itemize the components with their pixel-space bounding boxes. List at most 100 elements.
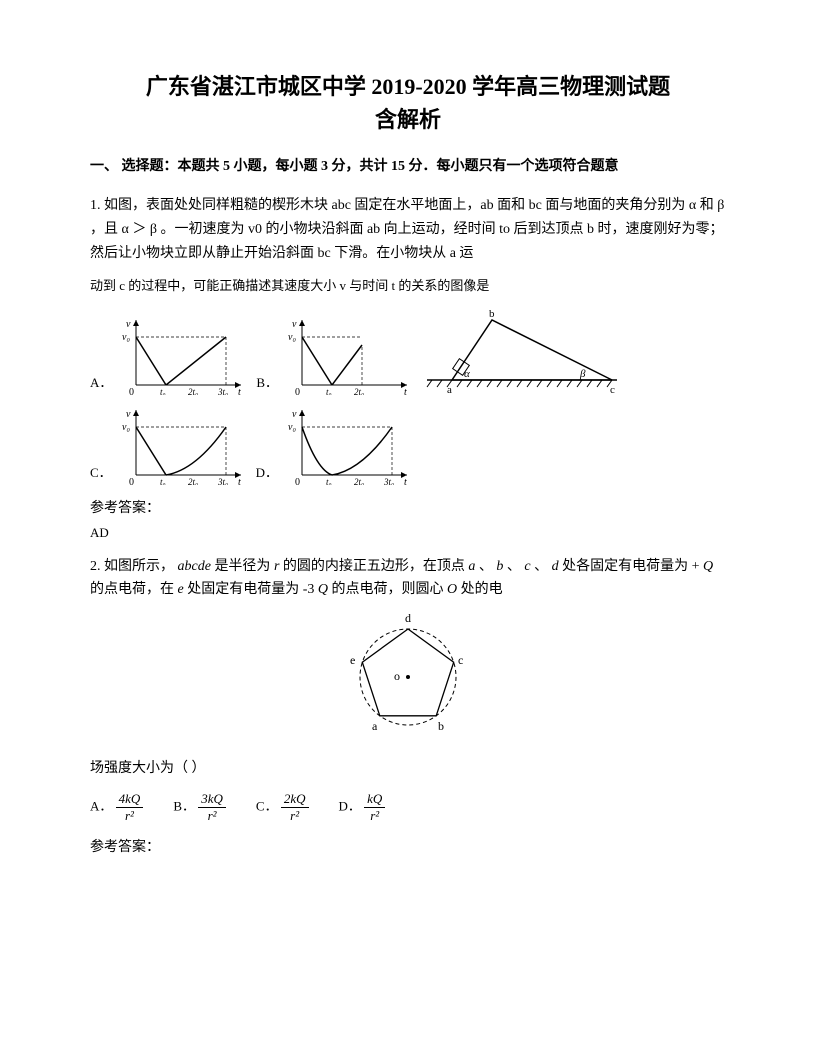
axis-t-B: t [404, 387, 407, 395]
axis-t-C: t [238, 477, 241, 485]
tick-3t0-D: 3t₀ [383, 477, 394, 485]
svg-text:0: 0 [129, 387, 134, 395]
document-title: 广东省湛江市城区中学 2019-2020 学年高三物理测试题 含解析 [90, 70, 726, 136]
q2-line2: 场强度大小为（ ） [90, 757, 726, 781]
pentagon-diagram-wrap: d c b a e o [90, 612, 726, 747]
tick-2t0-A: 2t₀ [188, 387, 198, 395]
graph-D-block: D． v v₀ t 0 t₀ 2t₀ 3t₀ [256, 405, 412, 485]
q2-options: A． 4kQr² B． 3kQr² C． 2kQr² D． kQr² [90, 791, 726, 824]
graph-A-label: A． [90, 372, 112, 395]
wedge-diagram: a b c α β [422, 305, 622, 395]
question-1-text: 1. 如图，表面处处同样粗糙的楔形木块 abc 固定在水平地面上，ab 面和 b… [90, 194, 726, 265]
question-1-continuation: 动到 c 的过程中，可能正确描述其速度大小 v 与时间 t 的关系的图像是 [90, 276, 726, 297]
graph-C: v v₀ t 0 t₀ 2t₀ 3t₀ [116, 405, 246, 485]
opt-B-label: B． [173, 798, 195, 813]
pent-c: c [458, 653, 463, 667]
axis-t: t [238, 387, 241, 395]
opt-B: B． 3kQr² [173, 791, 226, 824]
svg-text:0: 0 [295, 477, 300, 485]
graph-A-block: A． v v₀ t 0 t₀ 2t₀ 3t₀ [90, 315, 246, 395]
tick-t0-A: t₀ [160, 387, 166, 395]
q2-c: c [524, 559, 530, 574]
opt-D-label: D． [339, 798, 361, 813]
tick-2t0-C: 2t₀ [188, 477, 198, 485]
section-1-header: 一、 选择题：本题共 5 小题，每小题 3 分，共计 15 分．每小题只有一个选… [90, 156, 726, 178]
graph-C-label: C． [90, 462, 112, 485]
q2-d: d [552, 559, 559, 574]
tick-3t0-A: 3t₀ [217, 387, 228, 395]
axis-v-C: v [126, 409, 131, 420]
opt-C-label: C． [256, 798, 278, 813]
q2-answer-label: 参考答案： [90, 836, 726, 856]
q2-p2: 是半径为 [214, 559, 270, 574]
svg-text:0: 0 [129, 477, 134, 485]
q2-Q2: Q [318, 582, 328, 597]
graph-A: v v₀ t 0 t₀ 2t₀ 3t₀ [116, 315, 246, 395]
pent-o: o [394, 669, 400, 683]
graph-C-block: C． v v₀ t 0 t₀ 2t₀ 3t₀ [90, 405, 246, 485]
q2-p8: 处的电 [461, 582, 503, 597]
axis-v0-D: v₀ [288, 422, 296, 433]
question-2-text: 2. 如图所示， abcde 是半径为 r 的圆的内接正五边形，在顶点 a 、 … [90, 555, 726, 603]
opt-B-den: r² [205, 808, 220, 824]
q2-p6: 处固定有电荷量为 -3 [187, 582, 314, 597]
wedge-c: c [610, 384, 615, 395]
opt-A-den: r² [122, 808, 137, 824]
q2-p4: 处各固定有电荷量为 + [562, 559, 699, 574]
opt-A-num: 4kQ [116, 791, 144, 808]
graph-row-2: C． v v₀ t 0 t₀ 2t₀ 3t₀ D． v v₀ [90, 405, 726, 485]
tick-t0-C: t₀ [160, 477, 166, 485]
axis-t-D: t [404, 477, 407, 485]
wedge-beta: β [579, 368, 586, 380]
q2-r: r [274, 559, 279, 574]
wedge-alpha: α [464, 368, 470, 380]
tick-2t0-B: 2t₀ [354, 387, 364, 395]
q2-p1: 2. 如图所示， [90, 559, 174, 574]
q1-answer: AD [90, 525, 726, 541]
tick-t0-D: t₀ [326, 477, 332, 485]
opt-C-num: 2kQ [281, 791, 309, 808]
q2-b: b [496, 559, 503, 574]
graph-B-block: B． v v₀ t 0 t₀ 2t₀ [256, 315, 412, 395]
graph-D: v v₀ t 0 t₀ 2t₀ 3t₀ [282, 405, 412, 485]
q2-p5: 的点电荷，在 [90, 582, 174, 597]
axis-v0: v₀ [122, 332, 130, 343]
q2-p3: 的圆的内接正五边形，在顶点 [283, 559, 465, 574]
graph-row-1: A． v v₀ t 0 t₀ 2t₀ 3t₀ B． v v₀ [90, 305, 726, 395]
pent-b: b [438, 719, 444, 733]
opt-D-num: kQ [364, 791, 385, 808]
title-line1: 广东省湛江市城区中学 2019-2020 学年高三物理测试题 [146, 74, 670, 99]
axis-v0-C: v₀ [122, 422, 130, 433]
q2-abcde: abcde [178, 559, 211, 574]
pentagon-diagram: d c b a e o [338, 612, 478, 742]
graph-D-label: D． [256, 462, 278, 485]
opt-C-den: r² [287, 808, 302, 824]
axis-v0-B: v₀ [288, 332, 296, 343]
svg-text:0: 0 [295, 387, 300, 395]
q2-O: O [447, 582, 457, 597]
pent-a: a [372, 719, 378, 733]
q1-answer-label: 参考答案： [90, 497, 726, 517]
tick-3t0-C: 3t₀ [217, 477, 228, 485]
q2-s3: 、 [534, 559, 548, 574]
wedge-a: a [447, 384, 452, 395]
opt-D: D． kQr² [339, 791, 386, 824]
graph-B-label: B． [256, 372, 278, 395]
wedge-b: b [489, 308, 495, 320]
tick-2t0-D: 2t₀ [354, 477, 364, 485]
pent-d: d [405, 612, 411, 625]
axis-v-B: v [292, 319, 297, 330]
axis-v: v [126, 319, 131, 330]
q2-p7: 的点电荷，则圆心 [332, 582, 444, 597]
q2-s1: 、 [479, 559, 493, 574]
opt-C: C． 2kQr² [256, 791, 309, 824]
graph-B: v v₀ t 0 t₀ 2t₀ [282, 315, 412, 395]
opt-D-den: r² [367, 808, 382, 824]
q2-Q1: Q [703, 559, 713, 574]
pent-e: e [350, 653, 355, 667]
title-line2: 含解析 [375, 107, 441, 132]
opt-A: A． 4kQr² [90, 791, 143, 824]
opt-A-label: A． [90, 798, 112, 813]
q2-s2: 、 [507, 559, 521, 574]
axis-v-D: v [292, 409, 297, 420]
